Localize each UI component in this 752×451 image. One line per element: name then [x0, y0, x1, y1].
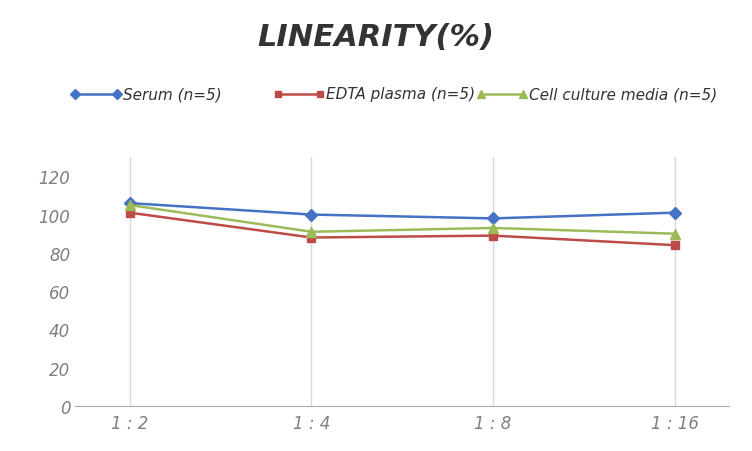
Line: Cell culture media (n=5): Cell culture media (n=5)	[125, 201, 680, 239]
Cell culture media (n=5)	[671, 231, 680, 237]
Serum (n=5)	[307, 212, 316, 218]
Line: EDTA plasma (n=5): EDTA plasma (n=5)	[126, 209, 679, 250]
Cell culture media (n=5)	[489, 226, 498, 231]
Serum (n=5)	[489, 216, 498, 221]
Text: EDTA plasma (n=5): EDTA plasma (n=5)	[326, 87, 475, 102]
Serum (n=5)	[671, 211, 680, 216]
Serum (n=5)	[125, 201, 134, 207]
Text: Cell culture media (n=5): Cell culture media (n=5)	[529, 87, 717, 102]
Text: Serum (n=5): Serum (n=5)	[123, 87, 221, 102]
EDTA plasma (n=5)	[307, 235, 316, 241]
Cell culture media (n=5)	[125, 203, 134, 208]
Text: LINEARITY(%): LINEARITY(%)	[257, 23, 495, 51]
Cell culture media (n=5)	[307, 230, 316, 235]
EDTA plasma (n=5)	[125, 211, 134, 216]
Line: Serum (n=5): Serum (n=5)	[126, 199, 679, 223]
EDTA plasma (n=5)	[671, 243, 680, 249]
EDTA plasma (n=5)	[489, 233, 498, 239]
